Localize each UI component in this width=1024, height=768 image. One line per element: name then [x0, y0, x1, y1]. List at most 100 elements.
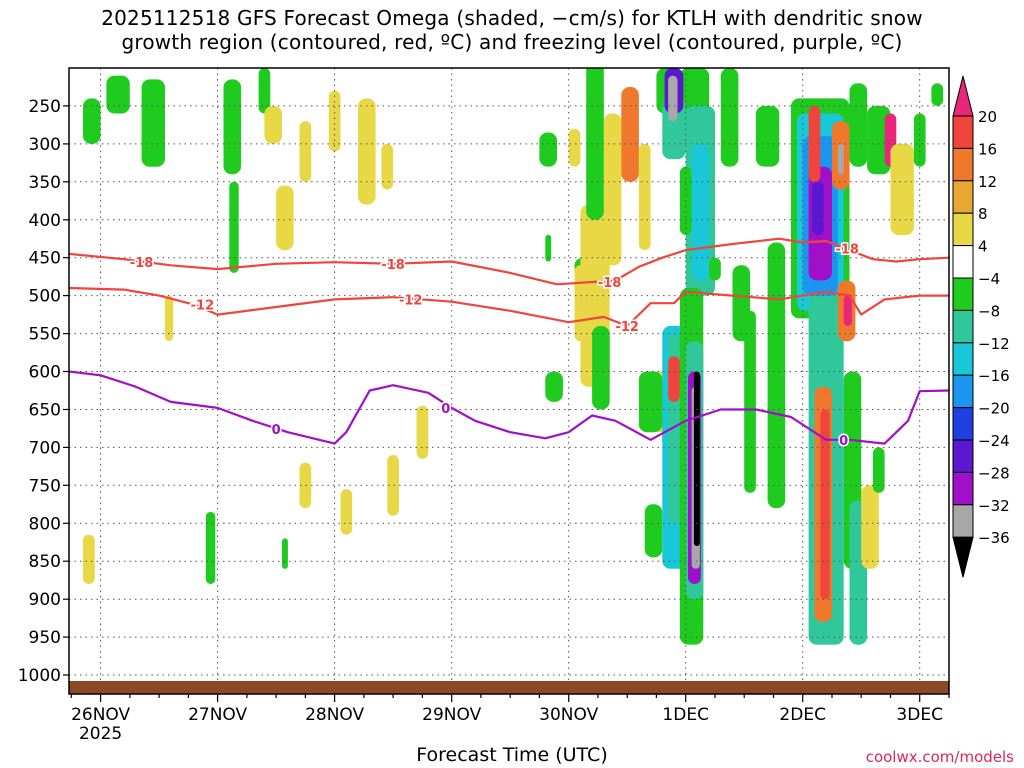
contour-lines	[69, 237, 949, 445]
x-axis-title: Forecast Time (UTC)	[416, 744, 608, 766]
omega-cell	[693, 371, 700, 546]
plot-frame	[68, 67, 950, 695]
omega-cell	[340, 489, 353, 535]
contour-line-minus12	[69, 286, 949, 328]
contour-labels: -18 -18 -18 -18 -12 -12 -12 0 0 0	[128, 241, 860, 450]
colorbar-swatch	[952, 115, 974, 149]
omega-cell	[258, 68, 271, 114]
y-tick-label: 400	[29, 211, 61, 231]
omega-cell	[229, 181, 239, 273]
omega-cell	[205, 511, 216, 584]
omega-cell	[668, 356, 680, 402]
y-tick-label: 450	[29, 249, 61, 269]
omega-cell	[592, 326, 610, 410]
colorbar-label: −36	[978, 529, 1010, 547]
omega-cell	[820, 409, 830, 600]
y-axis: 250 300 350 400 450 500 550 600 650 700 750 800 850 9…	[18, 97, 69, 686]
omega-cell	[282, 538, 288, 569]
y-tick-label: 500	[29, 287, 61, 307]
contour-label: -18	[835, 243, 859, 258]
omega-cell	[223, 79, 242, 175]
colorbar-label: 12	[978, 173, 997, 191]
omega-cell	[638, 143, 651, 251]
y-tick-label: 800	[29, 514, 61, 534]
omega-cell	[812, 181, 824, 235]
y-tick-label: 1000	[18, 666, 61, 686]
x-tick-label: 26NOV	[71, 705, 130, 725]
watermark-text[interactable]: coolwx.com/models	[865, 748, 1014, 766]
x-tick-label: 1DEC	[662, 705, 709, 725]
colorbar-label: −8	[978, 302, 1000, 320]
omega-cell	[603, 113, 622, 266]
colorbar-label: −28	[978, 464, 1010, 482]
omega-cell	[720, 68, 739, 167]
y-tick-label: 900	[29, 590, 61, 610]
contour-label: -12	[191, 299, 215, 314]
contour-label: -18	[598, 276, 622, 291]
colorbar: 20 16 12 8 4 −4 −8 −12 −16 −20 −24 −28 −32 −36	[952, 75, 1010, 578]
chart-title-line-2: growth region (contoured, red, ºC) and f…	[121, 30, 903, 54]
colorbar-swatch	[952, 439, 974, 473]
colorbar-swatch	[952, 147, 974, 182]
omega-cell	[837, 143, 844, 175]
colorbar-swatch	[952, 212, 974, 247]
contour-label: -12	[399, 293, 423, 308]
colorbar-swatch	[952, 407, 974, 441]
omega-cell	[644, 504, 663, 558]
omega-cell	[276, 185, 294, 251]
colorbar-label: 16	[978, 140, 997, 158]
contour-line-minus18	[69, 237, 949, 286]
omega-cell	[767, 242, 786, 509]
omega-cell	[849, 83, 868, 167]
omega-cell	[83, 534, 95, 584]
x-tick-label: 27NOV	[188, 705, 247, 725]
contour-label: 0	[441, 402, 450, 417]
omega-cell	[808, 105, 821, 182]
omega-cell	[843, 295, 852, 326]
omega-cell	[106, 75, 130, 114]
colorbar-swatch	[952, 180, 974, 214]
x-axis: 26NOV 27NOV 28NOV 29NOV 30NOV 1DEC 2DEC 3DEC 202…	[70, 694, 950, 744]
colorbar-swatch	[952, 245, 974, 279]
omega-cell	[861, 485, 879, 569]
contour-label: -18	[130, 256, 154, 271]
omega-cell	[709, 257, 721, 281]
colorbar-top-arrow	[952, 75, 974, 117]
omega-cell	[165, 295, 174, 342]
x-tick-label: 30NOV	[539, 705, 598, 725]
omega-cell	[299, 462, 312, 509]
omega-cell	[586, 68, 604, 220]
grid-lines	[69, 68, 949, 694]
omega-cell	[568, 128, 581, 167]
x-tick-year: 2025	[79, 724, 122, 744]
omega-cell	[574, 265, 587, 342]
omega-cell	[755, 105, 780, 167]
y-tick-label: 350	[29, 173, 61, 193]
y-tick-label: 850	[29, 552, 61, 572]
colorbar-swatch	[952, 309, 974, 344]
y-tick-label: 650	[29, 401, 61, 421]
colorbar-swatch	[952, 504, 974, 538]
chart-title-line-1: 2025112518 GFS Forecast Omega (shaded, −…	[101, 6, 923, 30]
contour-label: -12	[615, 320, 639, 335]
colorbar-label: 4	[978, 238, 988, 256]
x-tick-label: 3DEC	[896, 705, 943, 725]
contour-label: -18	[381, 258, 405, 273]
y-tick-label: 300	[29, 135, 61, 155]
omega-cell	[545, 234, 552, 262]
omega-cell	[299, 121, 312, 182]
omega-cell	[358, 98, 376, 205]
colorbar-label: −12	[978, 335, 1010, 353]
omega-cell	[381, 143, 394, 190]
omega-cell	[141, 79, 165, 167]
omega-cell	[744, 310, 756, 493]
omega-cell	[668, 75, 678, 122]
omega-cell	[264, 105, 282, 144]
contour-label: 0	[272, 423, 281, 438]
colorbar-label: −32	[978, 497, 1010, 515]
omega-cell	[387, 455, 399, 516]
contour-line-0	[69, 370, 949, 445]
omega-cell	[691, 143, 710, 281]
y-tick-label: 750	[29, 476, 61, 496]
